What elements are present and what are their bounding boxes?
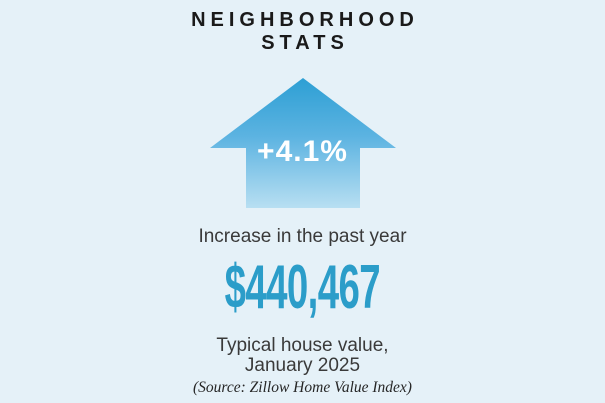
house-value-text: $440,467 [224,253,381,322]
percent-change-label: +4.1% [257,135,348,168]
title-line-2: STATS [261,32,349,54]
value-description-line-2: January 2025 [244,355,361,376]
increase-caption: Increase in the past year [198,226,407,247]
value-description: Typical house value, January 2025 [0,336,605,375]
house-value: $440,467 [0,256,605,320]
source-citation: (Source: Zillow Home Value Index) [193,379,412,396]
value-description-line-1: Typical house value, [216,335,389,356]
house-arrow-icon [209,78,396,208]
page-title: NEIGHBORHOOD STATS [0,0,605,55]
title-line-1: NEIGHBORHOOD [191,9,419,31]
house-arrow: +4.1% [209,78,396,208]
